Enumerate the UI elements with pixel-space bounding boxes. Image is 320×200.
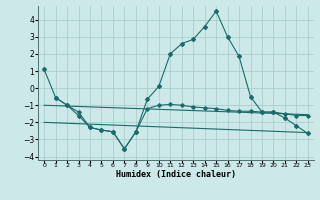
X-axis label: Humidex (Indice chaleur): Humidex (Indice chaleur) [116,170,236,179]
